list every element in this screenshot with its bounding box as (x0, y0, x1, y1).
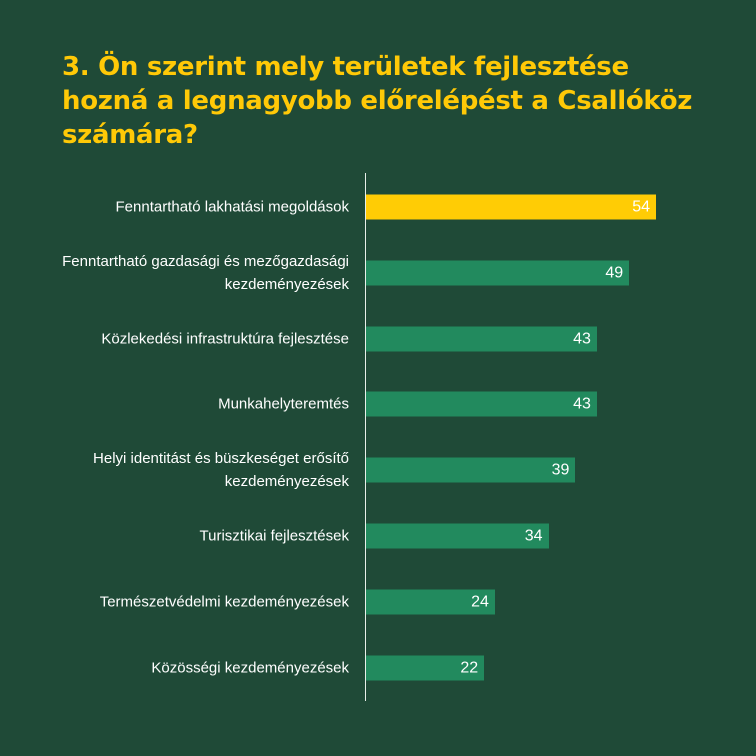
bar-value-label: 24 (471, 593, 489, 611)
bar-value-label: 39 (551, 461, 570, 479)
bar: 24 (366, 589, 495, 615)
bar: 39 (366, 457, 576, 483)
bar: 43 (366, 391, 597, 417)
category-label: Fenntartható gazdasági és mezőgazdasági … (62, 252, 349, 293)
bar-highlighted: 54 (366, 194, 656, 220)
bar: 49 (366, 260, 630, 286)
bar-value-label: 43 (573, 330, 591, 348)
bar-value-label: 54 (632, 198, 650, 216)
category-label: Turisztikai fejlesztések (199, 527, 350, 545)
category-label: Közösségi kezdeményezések (151, 659, 349, 677)
category-label: Helyi identitást és büszkeséget erősítő … (93, 450, 349, 491)
bar: 34 (366, 523, 549, 549)
bar-value-label: 49 (605, 264, 624, 282)
bar-value-label: 43 (573, 395, 591, 413)
category-axis-line (365, 173, 366, 701)
category-label: Természetvédelmi kezdeményezések (99, 593, 349, 611)
chart-title: 3. Ön szerint mely területek fejlesztése… (62, 52, 693, 150)
category-label: Munkahelyteremtés (218, 395, 349, 413)
bar: 43 (366, 326, 597, 352)
bar: 22 (366, 655, 485, 681)
category-label: Közlekedési infrastruktúra fejlesztése (101, 330, 349, 348)
category-label: Fenntartható lakhatási megoldások (115, 198, 349, 216)
bar-value-label: 34 (524, 527, 543, 545)
bar-value-label: 22 (460, 659, 479, 677)
